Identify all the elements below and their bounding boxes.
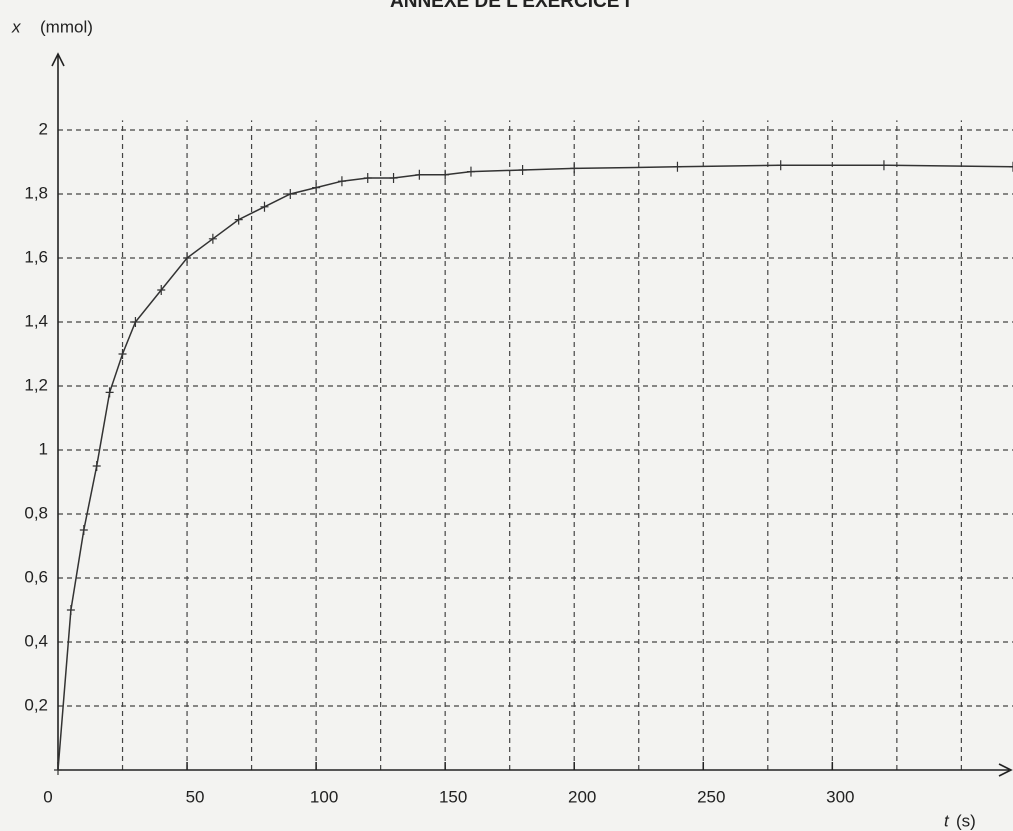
y-tick-label: 1,2 (24, 375, 48, 394)
data-point (312, 182, 321, 193)
data-point (157, 285, 166, 295)
data-point (879, 160, 888, 171)
data-point (234, 214, 243, 225)
x-axis-arrow (998, 763, 1013, 777)
y-axis-variable: x (11, 17, 21, 36)
x-tick-label: 100 (310, 787, 338, 806)
chart-title: ANNEXE DE L'EXERCICE I (390, 0, 630, 12)
y-tick-label: 1,4 (24, 311, 48, 330)
data-point (183, 253, 192, 263)
data-point (673, 161, 682, 172)
y-tick-label: 1,6 (24, 247, 48, 266)
y-tick-label: 1 (39, 439, 48, 458)
data-point (79, 525, 88, 535)
y-axis-unit: (mmol) (40, 17, 93, 36)
x-tick-label: 300 (826, 787, 854, 806)
data-point (415, 169, 424, 180)
data-line (57, 164, 1013, 771)
data-point (363, 173, 372, 183)
y-tick-label: 0,6 (24, 567, 48, 586)
data-point (131, 317, 140, 327)
data-point (466, 166, 475, 177)
data-point (518, 165, 527, 175)
data-point (66, 605, 75, 615)
data-point (118, 349, 127, 359)
y-axis-arrow (51, 52, 65, 67)
data-point (441, 169, 450, 180)
x-tick-label: 150 (439, 787, 467, 806)
y-tick-label: 0,8 (24, 503, 48, 522)
y-tick-label: 0,2 (24, 695, 48, 714)
x-axis-unit: (s) (956, 811, 976, 830)
data-point (1009, 161, 1013, 172)
data-point (389, 173, 398, 183)
data-point (208, 233, 217, 244)
data-point (105, 387, 114, 398)
data-point (776, 160, 785, 171)
data-point (92, 461, 101, 471)
x-tick-label: 50 (186, 787, 205, 806)
x-tick-label: 0 (43, 787, 52, 806)
data-point (54, 765, 62, 775)
x-tick-label: 250 (697, 787, 725, 806)
x-tick-label: 200 (568, 787, 596, 806)
data-point (570, 163, 579, 174)
y-tick-label: 1,8 (24, 183, 48, 202)
y-tick-label: 2 (39, 119, 48, 138)
data-point (337, 176, 346, 187)
x-axis-variable: t (944, 811, 950, 830)
y-tick-label: 0,4 (24, 631, 48, 650)
data-point (260, 201, 269, 212)
data-point (286, 189, 295, 199)
